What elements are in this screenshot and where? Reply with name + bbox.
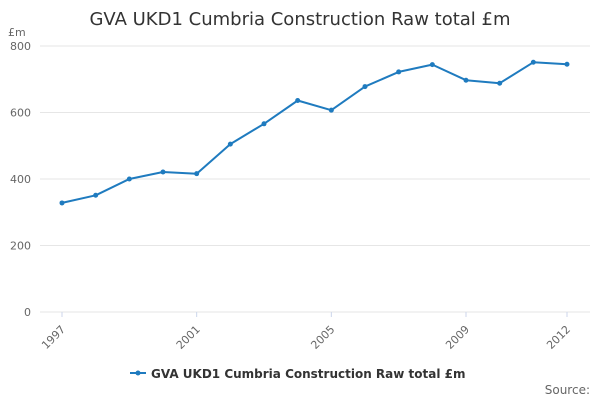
data-point[interactable] <box>564 61 570 67</box>
series-line[interactable] <box>61 61 568 204</box>
y-tick-label: 400 <box>10 173 31 186</box>
x-tick-label: 2009 <box>443 323 472 352</box>
source-credit[interactable]: Source: <box>545 383 590 397</box>
data-point[interactable] <box>194 171 200 177</box>
y-axis-tick-labels: 0 200 400 600 800 <box>10 40 31 319</box>
data-point[interactable] <box>362 84 368 90</box>
data-point[interactable] <box>160 169 166 175</box>
y-axis-unit-label: £m <box>8 26 26 39</box>
y-tick-label: 800 <box>10 40 31 53</box>
data-point[interactable] <box>59 200 65 206</box>
x-axis-tick-labels: 1997 2001 2005 2009 2012 <box>39 312 573 352</box>
legend-point-marker <box>135 370 141 376</box>
data-point[interactable] <box>497 80 503 86</box>
data-point[interactable] <box>295 98 301 104</box>
x-tick-label: 2012 <box>544 323 573 352</box>
data-point[interactable] <box>261 121 267 127</box>
data-point[interactable] <box>463 77 469 83</box>
data-point[interactable] <box>429 62 435 68</box>
x-tick-label: 1997 <box>39 323 68 352</box>
data-point[interactable] <box>126 176 132 182</box>
data-point[interactable] <box>396 69 402 75</box>
data-point[interactable] <box>328 107 334 113</box>
series-group <box>59 59 570 206</box>
legend-label: GVA UKD1 Cumbria Construction Raw total … <box>151 367 466 381</box>
data-point[interactable] <box>93 192 99 198</box>
data-point[interactable] <box>530 59 536 65</box>
data-point[interactable] <box>227 141 233 147</box>
gridlines <box>40 45 590 313</box>
y-tick-label: 200 <box>10 240 31 253</box>
x-tick-label: 2005 <box>308 323 337 352</box>
x-tick-label: 2001 <box>174 323 203 352</box>
y-tick-label: 600 <box>10 107 31 120</box>
chart-title: GVA UKD1 Cumbria Construction Raw total … <box>89 9 510 30</box>
y-tick-label: 0 <box>24 306 31 319</box>
legend[interactable]: GVA UKD1 Cumbria Construction Raw total … <box>130 367 466 381</box>
